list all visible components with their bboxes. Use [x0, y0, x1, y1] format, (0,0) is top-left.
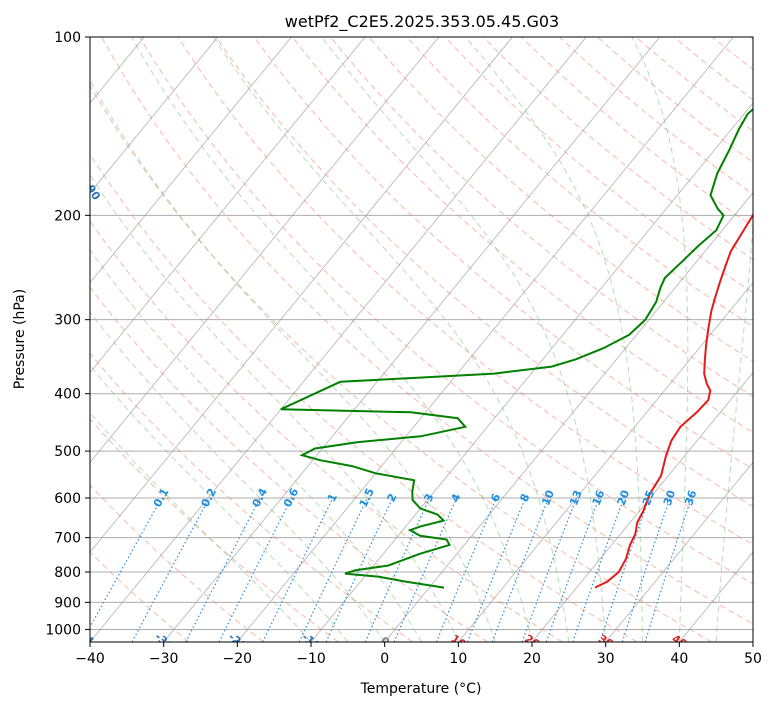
dry-adiabat-label: 40 — [670, 632, 690, 651]
dry-adiabat-label: -30 — [152, 630, 176, 653]
mixing-ratio-line — [185, 497, 261, 642]
x-tick-label: −20 — [223, 651, 253, 667]
moist-adiabat — [90, 79, 496, 642]
dry-adiabat — [101, 37, 753, 625]
isotherm-line — [531, 371, 753, 642]
dry-adiabat — [177, 37, 753, 546]
dry-adiabat — [292, 37, 753, 433]
dry-adiabat — [482, 37, 753, 260]
mixing-ratio-line — [545, 497, 600, 642]
mixing-ratio-label: 25 — [640, 488, 657, 507]
isotherm-line — [90, 37, 587, 642]
dry-adiabat — [90, 286, 488, 642]
dry-adiabat — [90, 484, 264, 642]
dry-adiabat — [368, 37, 753, 362]
y-tick-label: 500 — [54, 444, 81, 460]
mixing-ratio-label: 10 — [539, 488, 557, 507]
y-tick-label: 100 — [54, 30, 81, 46]
dry-adiabat-label: -20 — [226, 630, 250, 653]
mixing-ratio-label: 30 — [661, 488, 678, 507]
y-tick-label: 800 — [54, 565, 81, 581]
isotherm-line — [163, 37, 661, 642]
temperature-profile — [594, 213, 753, 589]
x-tick-label: 20 — [523, 651, 541, 667]
x-tick-label: 10 — [449, 651, 467, 667]
dewpoint-profile — [280, 107, 753, 589]
isotherm-line — [90, 37, 513, 553]
mixing-ratio-line — [644, 497, 692, 642]
dry-adiabat — [139, 37, 753, 585]
dry-adiabat — [215, 37, 753, 508]
y-tick-label: 1000 — [45, 622, 81, 638]
dry-adiabat — [90, 153, 638, 642]
dry-adiabat-label: 0 — [378, 634, 392, 649]
isotherm-line — [384, 192, 753, 642]
moist-adiabat — [213, 37, 570, 642]
x-tick-label: 30 — [597, 651, 615, 667]
y-tick-label: 400 — [54, 387, 81, 403]
mixing-ratio-label: 20 — [615, 488, 633, 507]
dry-adiabat-label: 10 — [449, 632, 469, 652]
dry-adiabat-label: 30 — [596, 632, 616, 651]
mixing-ratio-line — [262, 497, 334, 642]
x-tick-label: −40 — [75, 651, 105, 667]
moist-adiabat — [90, 249, 422, 642]
moist-adiabat — [465, 37, 643, 642]
mixing-ratio-label: 16 — [590, 488, 608, 507]
y-tick-label: 300 — [54, 313, 81, 329]
moist-adiabat — [715, 220, 753, 642]
y-tick-label: 700 — [54, 531, 81, 547]
mixing-ratio-label: 36 — [682, 488, 699, 507]
moist-adiabat — [90, 311, 386, 642]
mixing-ratio-line — [599, 497, 650, 642]
x-tick-label: 40 — [670, 651, 688, 667]
x-axis-title: Temperature (°C) — [360, 681, 482, 697]
y-tick-label: 200 — [54, 208, 81, 224]
dry-adiabat — [90, 220, 563, 642]
dry-adiabat — [90, 84, 712, 642]
mixing-ratio-line — [218, 497, 293, 642]
moist-adiabat — [131, 37, 533, 642]
y-axis-title: Pressure (hPa) — [12, 289, 28, 389]
moist-adiabat — [90, 364, 349, 642]
dry-adiabat — [444, 37, 753, 294]
mixing-ratio-line — [491, 497, 550, 642]
x-tick-label: 0 — [380, 651, 389, 667]
dry-adiabat — [330, 37, 753, 398]
dry-adiabat — [520, 37, 753, 228]
dry-adiabat-label: 20 — [522, 632, 542, 651]
mixing-ratio-line — [621, 497, 671, 642]
y-tick-label: 600 — [54, 491, 81, 507]
mixing-ratio-line — [572, 497, 625, 642]
isotherm-line — [90, 37, 440, 463]
chart-title: wetPf2_C2E5.2025.353.05.45.G03 — [285, 12, 559, 32]
y-tick-label: 900 — [54, 595, 81, 611]
dry-adiabat-label: -10 — [299, 630, 323, 653]
moist-adiabat — [90, 174, 459, 642]
moist-adiabat — [631, 37, 689, 642]
isotherm-line — [90, 37, 219, 194]
mixing-ratio-line — [325, 497, 394, 642]
isotherm-line — [90, 37, 292, 284]
mixing-ratio-line — [90, 497, 163, 629]
isotherm-line — [605, 461, 753, 642]
moist-adiabat — [321, 37, 607, 642]
x-tick-label: 50 — [744, 651, 762, 667]
plot-frame — [89, 36, 754, 643]
mixing-ratio-label: 13 — [567, 488, 585, 507]
x-tick-label: −30 — [149, 651, 179, 667]
isotherm-line — [90, 37, 366, 374]
x-tick-label: −10 — [296, 651, 326, 667]
mixing-ratio-line — [466, 497, 526, 642]
isotherm-line — [237, 37, 734, 642]
isotherm-line — [310, 102, 753, 642]
mixing-ratio-line — [521, 497, 578, 642]
mixing-ratio-line — [298, 497, 368, 642]
mixing-ratio-line — [131, 497, 210, 642]
